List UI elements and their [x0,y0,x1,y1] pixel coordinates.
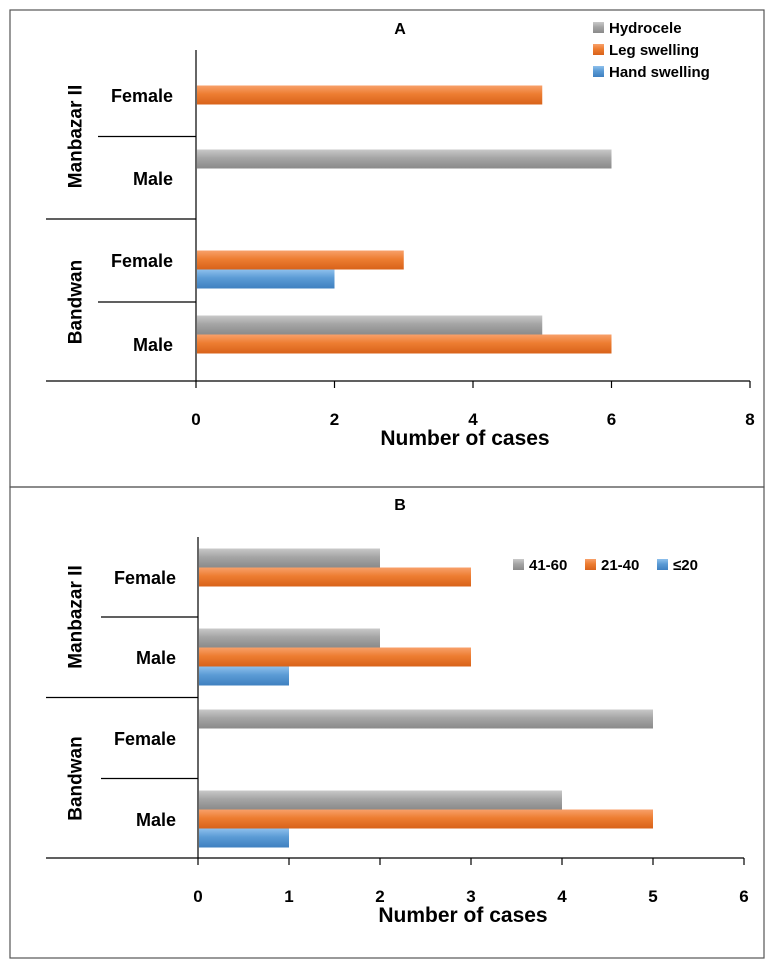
x-tick-label: 6 [739,887,748,906]
x-tick-label: 3 [466,887,475,906]
bar [197,149,612,169]
panel-label: A [394,21,406,38]
bar [199,567,471,587]
legend-swatch [593,66,604,77]
category-label: Female [111,251,173,271]
x-tick-label: 4 [468,410,478,429]
panel-frame [9,486,765,959]
legend-swatch [513,559,524,570]
panel-b: B 0 1 2 3 4 5 6 Number of cases Manbazar II Female… [9,486,765,959]
category-label: Male [133,169,173,189]
x-axis-label: Number of cases [378,904,547,927]
bar [199,666,289,686]
x-tick-label: 2 [330,410,339,429]
legend-label: Hand swelling [609,64,710,81]
bar [197,315,543,335]
panel-a: A 0 2 4 6 8 Number of cases Manbazar II Female Ma… [9,9,765,488]
panel-label: B [394,497,406,514]
bar [197,85,543,105]
x-tick-label: 8 [745,410,754,429]
x-tick-label: 5 [648,887,657,906]
bar [199,790,562,810]
bar [199,647,471,667]
category-label: Male [133,335,173,355]
bar [197,269,335,289]
x-tick-label: 2 [375,887,384,906]
legend-swatch [657,559,668,570]
x-tick-label: 4 [557,887,567,906]
x-tick-label: 0 [191,410,200,429]
category-label: Female [111,86,173,106]
x-axis-label: Number of cases [380,427,549,450]
bar [197,334,612,354]
category-label: Female [114,568,176,588]
category-label: Male [136,648,176,668]
panel-frame [9,9,765,488]
legend-label: 21-40 [601,557,639,574]
bar [199,709,653,729]
x-tick-label: 1 [284,887,293,906]
legend-label: ≤20 [673,557,698,574]
legend-label: Leg swelling [609,42,699,59]
group-label: Manbazar II [66,565,87,668]
group-label: Manbazar II [66,85,87,188]
category-label: Male [136,810,176,830]
group-label: Bandwan [66,260,87,344]
legend-label: 41-60 [529,557,567,574]
bar [197,250,404,270]
legend-label: Hydrocele [609,20,682,37]
category-label: Female [114,729,176,749]
x-tick-label: 0 [193,887,202,906]
bar [199,628,380,648]
bar [199,548,380,568]
x-tick-label: 6 [607,410,616,429]
bar [199,828,289,848]
legend-swatch [593,22,604,33]
group-label: Bandwan [66,736,87,820]
bar [199,809,653,829]
legend-swatch [585,559,596,570]
legend-swatch [593,44,604,55]
